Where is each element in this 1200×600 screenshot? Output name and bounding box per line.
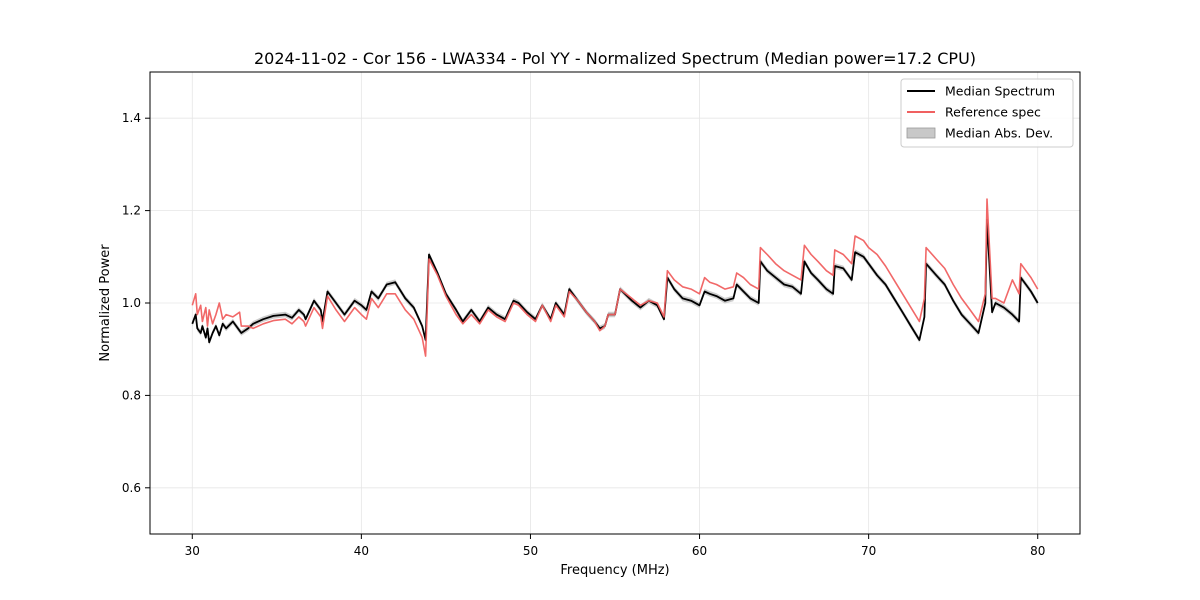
x-tick-label: 70 bbox=[861, 544, 876, 558]
x-tick-label: 60 bbox=[692, 544, 707, 558]
legend-swatch-patch bbox=[906, 127, 936, 139]
y-tick-label: 0.8 bbox=[122, 388, 141, 402]
axis-layer: 30 40 50 60 70 80 0.6 0.8 1.0 1.2 1.4 bbox=[122, 111, 1045, 558]
legend-label: Median Abs. Dev. bbox=[945, 126, 1053, 141]
x-tick-label: 50 bbox=[523, 544, 538, 558]
x-tick-label: 40 bbox=[354, 544, 369, 558]
chart-title: 2024-11-02 - Cor 156 - LWA334 - Pol YY -… bbox=[254, 49, 976, 68]
y-tick-label: 1.4 bbox=[122, 111, 141, 125]
legend-label: Median Spectrum bbox=[945, 84, 1055, 99]
reference-spec-line bbox=[191, 198, 1039, 357]
x-tick-label: 80 bbox=[1030, 544, 1045, 558]
x-axis-label: Frequency (MHz) bbox=[560, 563, 669, 578]
legend: Median Spectrum Reference spec Median Abs.… bbox=[900, 78, 1074, 148]
legend-label: Reference spec bbox=[945, 105, 1041, 120]
y-axis-label: Normalized Power bbox=[98, 244, 113, 362]
y-tick-label: 1.0 bbox=[122, 296, 141, 310]
y-tick-label: 1.2 bbox=[122, 204, 141, 218]
data-layer bbox=[191, 198, 1039, 357]
plot-area-frame bbox=[149, 71, 1081, 535]
median-spectrum-line bbox=[191, 218, 1039, 344]
x-tick-label: 30 bbox=[185, 544, 200, 558]
y-tick-label: 0.6 bbox=[122, 481, 141, 495]
legend-frame bbox=[900, 78, 1074, 148]
